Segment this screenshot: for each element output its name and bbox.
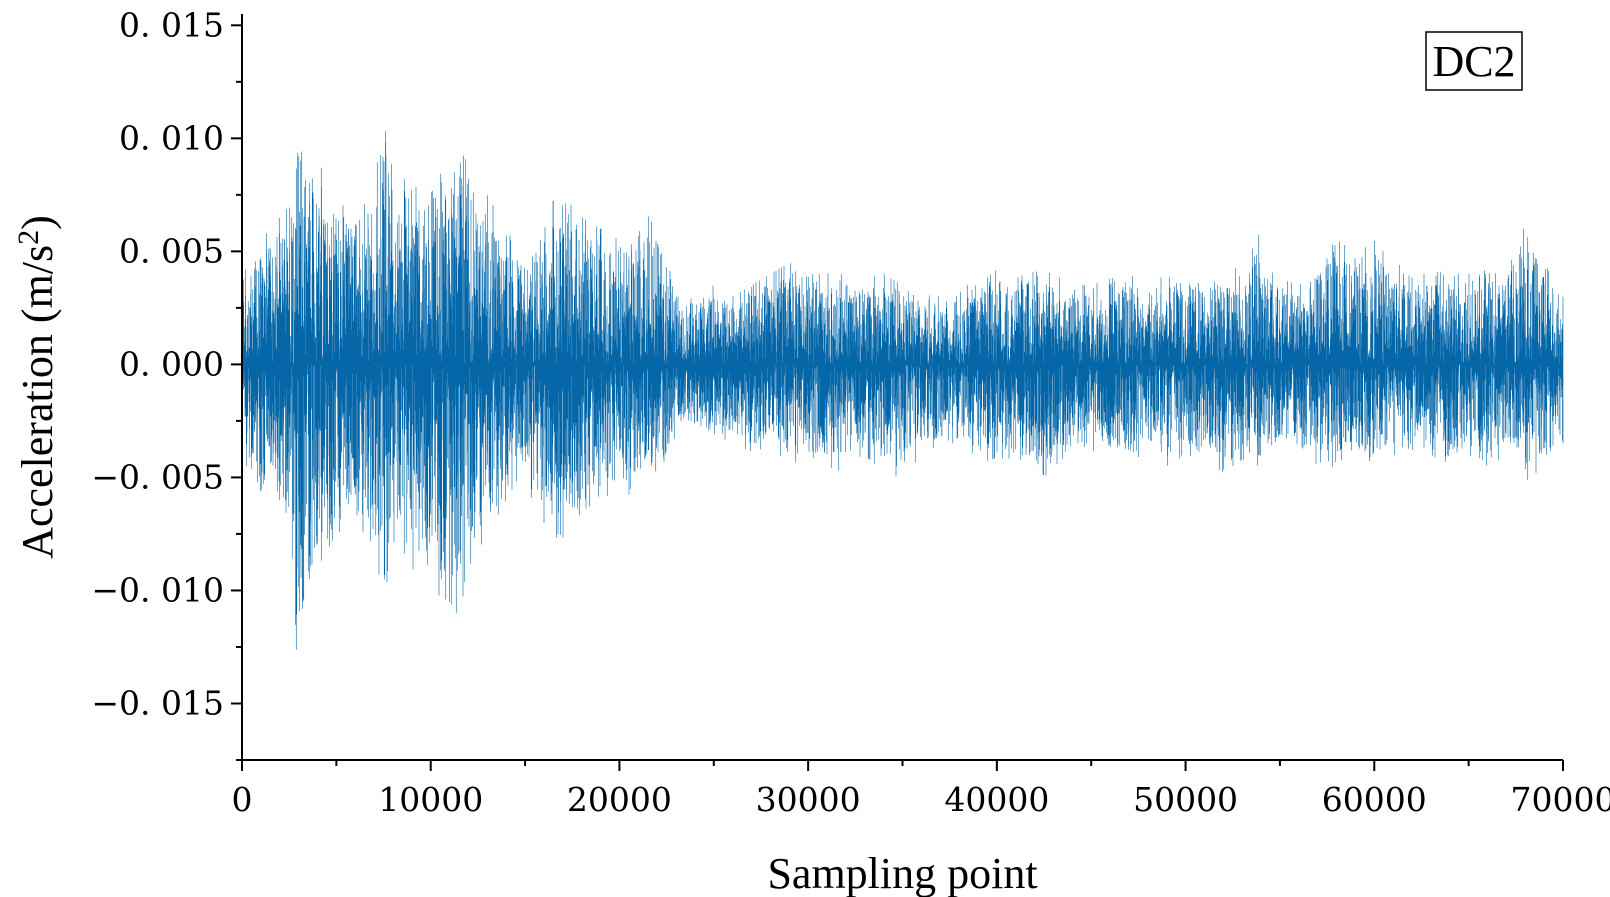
- legend-label: DC2: [1432, 37, 1515, 86]
- y-axis-title: Acceleration (m/s2): [12, 215, 62, 559]
- x-tick-label: 0: [232, 780, 253, 819]
- x-tick-label: 70000: [1511, 780, 1610, 819]
- x-axis-title: Sampling point: [767, 849, 1037, 897]
- legend-frame: [1425, 31, 1523, 91]
- series-layer: [241, 131, 1564, 650]
- y-axis-title-main: Acceleration (m/s: [13, 245, 62, 559]
- y-tick-label: −0. 010: [91, 570, 224, 609]
- series-line-signal: [241, 131, 1564, 650]
- y-tick-label: −0. 005: [91, 457, 224, 496]
- y-ticks: 0. 015 0. 010 0. 005 0. 000 −0. 005 −0. 010 −0…: [91, 5, 242, 761]
- legend-box: DC2: [1425, 31, 1523, 91]
- x-tick-label: 50000: [1133, 780, 1238, 819]
- x-tick-label: 30000: [756, 780, 861, 819]
- x-ticks: 0 10000 20000 30000 40000 50000 60000 70000: [232, 760, 1610, 819]
- y-axis-title-close: ): [13, 215, 62, 230]
- y-tick-label: 0. 000: [119, 344, 224, 383]
- y-tick-label: 0. 015: [119, 5, 224, 44]
- x-tick-label: 40000: [944, 780, 1049, 819]
- x-tick-label: 60000: [1322, 780, 1427, 819]
- x-tick-label: 20000: [567, 780, 672, 819]
- y-tick-label: −0. 015: [91, 683, 224, 722]
- y-tick-label: 0. 005: [119, 231, 224, 270]
- y-axis-title-superscript: 2: [12, 230, 45, 245]
- y-tick-label: 0. 010: [119, 118, 224, 157]
- x-tick-label: 10000: [378, 780, 483, 819]
